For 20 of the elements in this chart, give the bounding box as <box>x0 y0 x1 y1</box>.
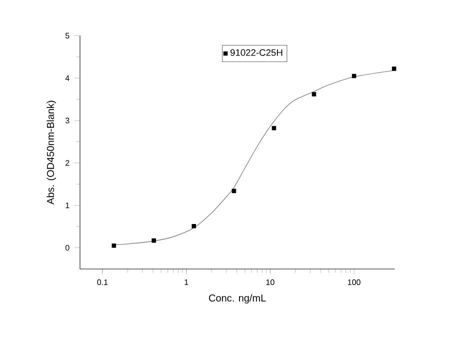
x-tick-label: 0.1 <box>97 279 108 286</box>
point <box>392 66 396 71</box>
y-tick-label: 5 <box>65 32 70 38</box>
x-tick-label: 10 <box>266 279 274 286</box>
point <box>192 224 196 228</box>
y-axis-title: Abs. (OD450nm-Blank) <box>46 100 56 204</box>
y-tick-label: 2 <box>66 160 70 166</box>
legend-label: 91022-C25H <box>230 49 282 56</box>
x-axis-title: Conc. ng/mL <box>209 294 266 304</box>
point <box>112 244 116 248</box>
y-tick-label: 4 <box>65 75 70 81</box>
y-tick-label: 1 <box>66 202 70 208</box>
point <box>272 126 276 130</box>
point <box>232 188 236 194</box>
x-tick-label: 1 <box>184 279 188 285</box>
y-tick-label: 3 <box>65 118 70 124</box>
point <box>312 92 316 96</box>
point <box>152 238 156 243</box>
x-tick-label: 100 <box>348 279 360 286</box>
y-tick-label: 0 <box>65 244 70 251</box>
